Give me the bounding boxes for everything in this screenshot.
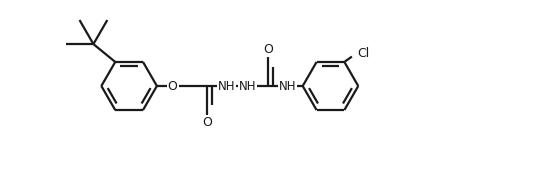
Text: O: O bbox=[263, 44, 273, 56]
Text: NH: NH bbox=[279, 79, 296, 93]
Text: NH: NH bbox=[238, 79, 256, 93]
Text: O: O bbox=[202, 116, 212, 128]
Text: Cl: Cl bbox=[357, 47, 369, 60]
Text: O: O bbox=[167, 79, 177, 93]
Text: NH: NH bbox=[217, 79, 235, 93]
